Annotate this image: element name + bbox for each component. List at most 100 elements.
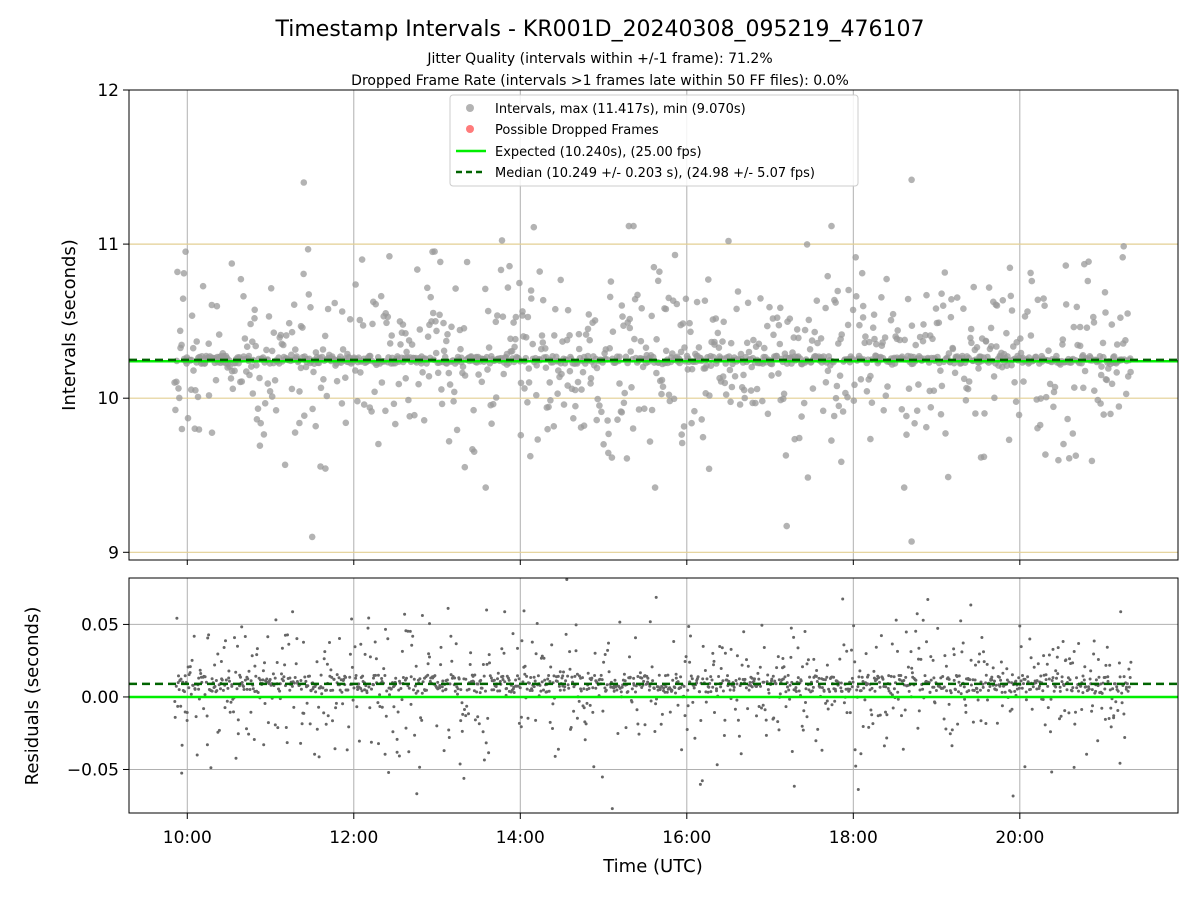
residual-point <box>713 711 716 714</box>
residual-point <box>671 678 675 682</box>
residual-point <box>180 771 184 775</box>
residual-point <box>514 678 518 682</box>
residual-point <box>820 686 824 690</box>
residual-point <box>1009 690 1013 694</box>
residual-point <box>331 719 334 723</box>
residual-point <box>527 681 531 685</box>
residual-point <box>1120 691 1124 695</box>
interval-point <box>641 405 648 413</box>
residual-point <box>839 681 843 685</box>
residual-point <box>245 727 248 731</box>
residual-point <box>786 685 789 689</box>
interval-point <box>246 371 253 379</box>
residual-point <box>740 663 744 667</box>
residual-point <box>606 648 610 652</box>
interval-point <box>545 403 552 411</box>
residual-point <box>999 660 1003 664</box>
interval-point <box>1110 353 1118 360</box>
residual-point <box>286 633 289 637</box>
residual-point <box>987 689 990 692</box>
interval-point <box>461 372 469 379</box>
residual-point <box>473 718 477 722</box>
residual-point <box>1071 661 1075 665</box>
residual-point <box>803 630 807 633</box>
residual-point <box>261 678 265 682</box>
residual-point <box>262 743 266 747</box>
residual-point <box>620 685 624 689</box>
interval-point <box>938 290 945 298</box>
residual-point <box>215 689 219 693</box>
interval-point <box>801 326 809 334</box>
interval-point <box>598 408 605 416</box>
interval-point <box>867 372 874 380</box>
residual-point <box>932 685 936 689</box>
interval-point <box>915 381 922 388</box>
residual-point <box>715 687 718 691</box>
residual-point <box>228 679 231 683</box>
interval-point <box>1108 321 1116 328</box>
interval-point <box>424 333 432 341</box>
residual-point <box>624 726 628 730</box>
residual-point <box>548 720 552 724</box>
residual-point <box>942 717 946 721</box>
residual-point <box>225 699 229 703</box>
intervals-ytick-label: 10 <box>97 389 119 409</box>
residual-point <box>825 675 829 679</box>
residual-point <box>261 669 265 673</box>
interval-point <box>852 253 859 261</box>
residual-point <box>543 678 547 682</box>
residual-point <box>240 681 244 684</box>
interval-point <box>901 336 908 344</box>
interval-point <box>743 339 751 347</box>
interval-point <box>300 179 308 186</box>
residual-point <box>331 688 335 692</box>
interval-point <box>719 373 727 380</box>
residual-point <box>887 674 891 678</box>
interval-point <box>757 295 764 302</box>
residual-point <box>884 710 887 714</box>
interval-point <box>1099 339 1107 347</box>
residual-point <box>969 683 973 687</box>
interval-point <box>1071 384 1078 391</box>
residual-point <box>216 652 220 656</box>
interval-point <box>871 335 878 343</box>
residual-point <box>1075 676 1078 680</box>
residual-point <box>728 688 732 692</box>
interval-point <box>290 301 298 309</box>
interval-point <box>1090 319 1098 326</box>
residual-point <box>607 670 611 674</box>
residual-point <box>977 660 981 664</box>
interval-point <box>308 533 316 541</box>
residual-point <box>271 672 275 676</box>
residual-point <box>760 623 764 627</box>
interval-point <box>670 395 678 403</box>
residual-point <box>630 687 634 691</box>
interval-point <box>299 324 306 331</box>
interval-point <box>485 344 493 351</box>
interval-point <box>386 252 393 260</box>
residual-point <box>884 685 888 689</box>
residual-point <box>1062 684 1066 687</box>
residual-point <box>800 724 804 728</box>
residual-point <box>637 732 641 736</box>
interval-point <box>737 350 745 358</box>
residual-point <box>558 688 562 692</box>
residual-point <box>420 691 424 695</box>
residual-point <box>761 703 765 707</box>
residual-point <box>1055 655 1059 659</box>
residual-point <box>1101 681 1105 685</box>
interval-point <box>356 316 364 324</box>
interval-point <box>903 431 910 439</box>
residual-point <box>665 690 669 694</box>
residual-point <box>1108 688 1112 692</box>
legend-median-label: Median (10.249 +/- 0.203 s), (24.98 +/- … <box>495 166 815 181</box>
residual-point <box>1056 672 1060 676</box>
residual-point <box>666 673 670 677</box>
interval-point <box>441 353 449 361</box>
residual-point <box>251 687 255 691</box>
residual-point <box>974 663 977 667</box>
interval-point <box>793 326 801 333</box>
interval-point <box>256 442 264 450</box>
interval-point <box>621 389 628 397</box>
interval-point <box>402 330 409 337</box>
